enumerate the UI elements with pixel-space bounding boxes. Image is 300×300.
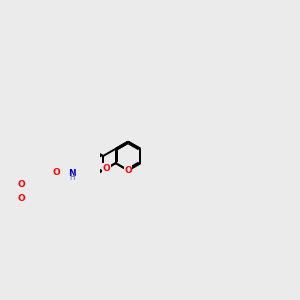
Text: O: O — [17, 194, 25, 203]
Text: O: O — [52, 168, 60, 177]
Text: O: O — [17, 180, 25, 189]
Text: N: N — [68, 169, 76, 178]
Text: O: O — [124, 166, 132, 175]
Text: H: H — [69, 173, 75, 182]
Text: O: O — [103, 164, 110, 173]
